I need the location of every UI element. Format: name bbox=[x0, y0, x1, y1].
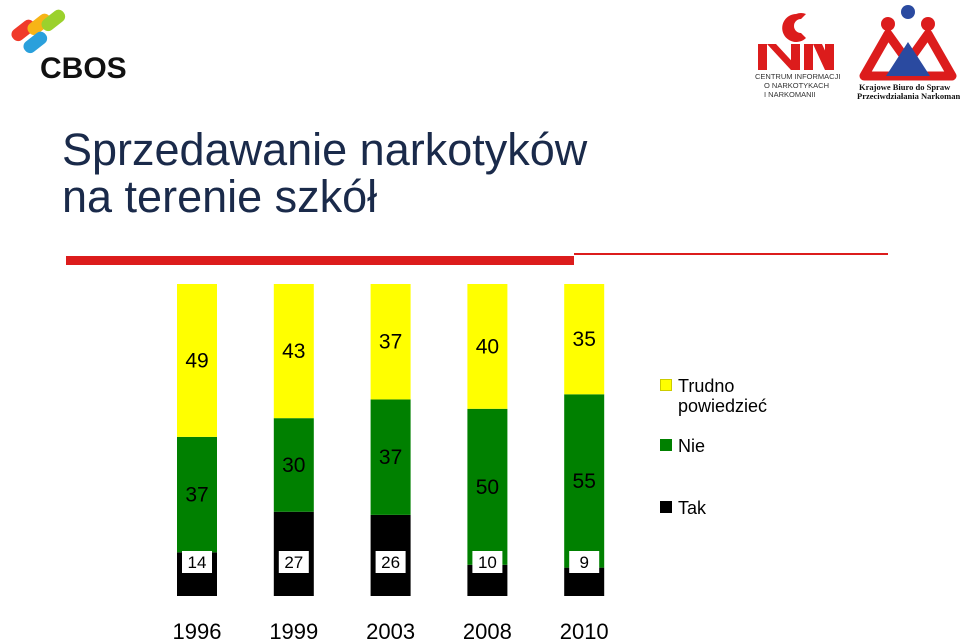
legend-swatch-tak bbox=[660, 501, 672, 513]
bar-2008-trudno bbox=[467, 284, 508, 409]
legend-swatch-nie bbox=[660, 439, 672, 451]
data-label-box-2008-tak bbox=[472, 551, 503, 573]
data-label-1996-tak: 14 bbox=[188, 553, 207, 572]
cbos-logo-text: CBOS bbox=[40, 52, 127, 85]
data-label-2003-tak: 26 bbox=[381, 553, 400, 572]
legend-swatch-trudno bbox=[660, 379, 672, 391]
title-underline-thin bbox=[574, 253, 888, 255]
legend-label-tak: Tak bbox=[678, 498, 707, 518]
data-label-2010-trudno: 35 bbox=[573, 328, 596, 351]
bar-2010-nie bbox=[564, 394, 605, 568]
cinn-caption-3: I NARKOMANII bbox=[764, 90, 816, 99]
title-line-1: Sprzedawanie narkotyków bbox=[62, 124, 588, 175]
data-label-2003-trudno: 37 bbox=[379, 331, 402, 354]
x-tick-label-2003: 2003 bbox=[366, 619, 415, 641]
x-tick-label-1996: 1996 bbox=[173, 619, 222, 641]
bar-1996-trudno bbox=[177, 284, 217, 437]
legend-item-trudno: Trudno powiedzieć bbox=[660, 376, 808, 416]
legend-label-trudno: Trudno powiedzieć bbox=[678, 376, 768, 416]
data-label-2010-tak: 9 bbox=[579, 553, 588, 572]
cbos-logo-mark bbox=[11, 9, 66, 54]
data-label-box-2003-tak bbox=[375, 551, 406, 573]
data-label-2008-trudno: 40 bbox=[476, 335, 499, 358]
page-title: Sprzedawanie narkotyków na terenie szkół bbox=[62, 126, 587, 220]
bar-2008-nie bbox=[467, 408, 508, 565]
title-underline-thick bbox=[66, 256, 574, 265]
data-label-box-2010-tak bbox=[569, 551, 600, 573]
data-label-1996-nie: 37 bbox=[185, 484, 208, 507]
x-tick-label-2008: 2008 bbox=[463, 619, 512, 641]
x-tick-label-2010: 2010 bbox=[560, 619, 609, 641]
bar-1999-trudno bbox=[273, 284, 314, 419]
bar-1999-nie bbox=[273, 418, 314, 512]
kbpn-caption-1: Krajowe Biuro do Spraw bbox=[859, 82, 951, 92]
title-line-2: na terenie szkół bbox=[62, 171, 378, 222]
cinn-caption-2: O NARKOTYKACH bbox=[764, 81, 829, 90]
data-label-2010-nie: 55 bbox=[573, 470, 596, 493]
legend-item-tak: Tak bbox=[660, 498, 808, 518]
data-label-2008-tak: 10 bbox=[478, 553, 497, 572]
kbpn-caption-2: Przeciwdziałania Narkomanii bbox=[857, 91, 960, 101]
bar-2003-trudno bbox=[370, 284, 411, 400]
cbos-logo: CBOS bbox=[11, 9, 127, 85]
data-label-1999-trudno: 43 bbox=[282, 340, 305, 363]
data-label-1996-trudno: 49 bbox=[185, 349, 208, 372]
cinn-caption-1: CENTRUM INFORMACJI bbox=[755, 72, 840, 81]
kbpn-logo-mark bbox=[859, 5, 957, 81]
cinn-logo-mark bbox=[758, 13, 834, 70]
data-label-1999-nie: 30 bbox=[282, 454, 305, 477]
data-label-1999-tak: 27 bbox=[284, 553, 303, 572]
stacked-bar-chart: 14 37 49 1996 27 30 43 1999 26 37 37 2003 10 50 40 2008… bbox=[173, 284, 609, 641]
bar-2010-trudno bbox=[564, 284, 605, 395]
data-label-box-1996-tak bbox=[182, 551, 212, 573]
legend-item-nie: Nie bbox=[660, 436, 808, 456]
bar-2003-nie bbox=[370, 399, 411, 515]
x-tick-label-1999: 1999 bbox=[269, 619, 318, 641]
data-label-2003-nie: 37 bbox=[379, 446, 402, 469]
kbpn-logo: Krajowe Biuro do Spraw Przeciwdziałania … bbox=[857, 5, 960, 101]
bar-1996-nie bbox=[177, 436, 217, 553]
data-label-2008-nie: 50 bbox=[476, 476, 499, 499]
legend-label-nie: Nie bbox=[678, 436, 706, 456]
data-label-box-1999-tak bbox=[278, 551, 309, 573]
cinn-logo: CENTRUM INFORMACJI O NARKOTYKACH I NARKO… bbox=[755, 13, 840, 99]
